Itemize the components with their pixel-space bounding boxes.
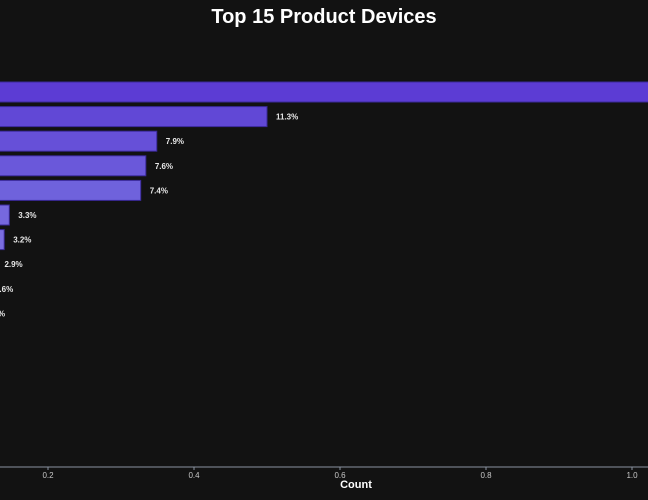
x-tick-label: 1.0 [626,471,638,480]
bar-data-label: 2.6% [0,285,13,294]
bar-data-label: 3.3% [18,211,36,220]
bar [0,106,268,128]
bar-data-label: 11.3% [276,113,298,122]
bar-data-label: 2.4% [0,309,5,318]
chart-title: Top 15 Product Devices [211,6,437,28]
bar-data-label: 7.9% [166,137,184,146]
x-axis-label: Count [340,479,372,491]
bar [0,81,648,103]
x-tick-label: 0.2 [42,471,54,480]
bar [0,155,147,177]
bar-data-label: 3.2% [13,236,31,245]
x-tick-label: 0.4 [188,471,200,480]
x-tick-label: 0.8 [480,471,492,480]
bar-data-label: 7.4% [150,186,168,195]
bar-data-label: 7.6% [155,162,173,171]
bar [0,229,5,251]
bar [0,130,158,152]
x-tick-label: 0.6 [334,471,346,480]
bar-data-label: 2.9% [4,260,22,269]
bar [0,179,142,201]
bar [0,204,10,226]
